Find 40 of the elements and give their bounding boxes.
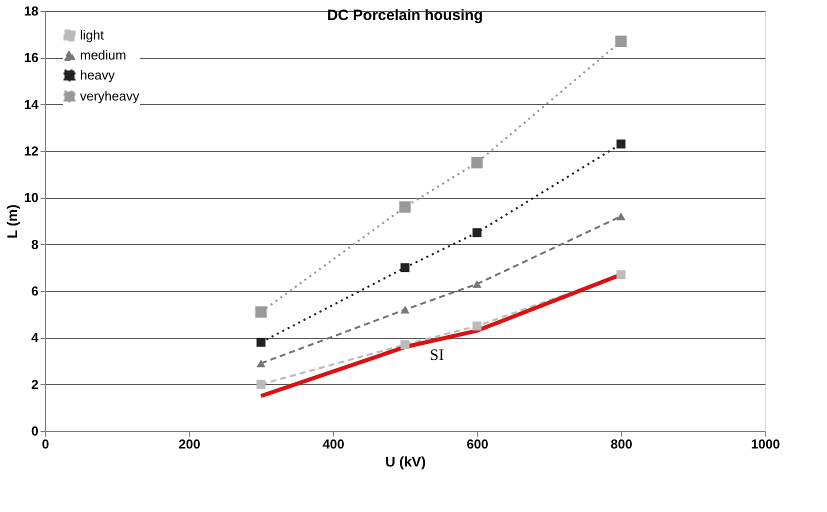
point (256, 380, 266, 389)
y-tick-label: 2 (31, 376, 38, 392)
legend-label: light (80, 28, 104, 42)
y-tick-label: 0 (31, 424, 38, 438)
x-tick-label: 600 (466, 436, 488, 452)
y-tick-label: 10 (24, 190, 38, 206)
point (255, 306, 267, 318)
point (472, 280, 482, 288)
point (256, 338, 266, 347)
point (615, 36, 627, 48)
point (400, 306, 410, 314)
x-tick-label: 0 (42, 436, 50, 452)
y-axis-title: L (m) (4, 204, 20, 238)
point (616, 140, 626, 148)
annotation: SI (430, 347, 444, 364)
point (471, 156, 483, 168)
y-tick-label: 6 (31, 284, 38, 298)
point (400, 340, 410, 350)
point (616, 212, 626, 220)
y-tick-label: 14 (24, 96, 40, 112)
point (400, 263, 410, 272)
y-tick-label: 18 (24, 4, 38, 18)
point (399, 201, 411, 213)
y-tick-label: 16 (24, 50, 38, 66)
legend-label: veryheavy (80, 88, 140, 104)
y-tick-label: 4 (31, 330, 40, 346)
point (256, 359, 266, 368)
chart-title: DC Porcelain housing (327, 7, 483, 24)
y-tick-label: 12 (24, 144, 38, 158)
legend-label: medium (80, 48, 126, 62)
x-axis-title: U (kV) (385, 454, 426, 470)
point (472, 228, 482, 238)
y-tick-label: 8 (31, 236, 38, 252)
point (616, 270, 626, 280)
point (472, 322, 482, 330)
legend-label: heavy (80, 68, 116, 82)
x-tick-label: 400 (322, 436, 344, 452)
x-tick-label: 1000 (751, 436, 780, 452)
x-tick-label: 200 (178, 436, 200, 452)
x-tick-label: 800 (610, 436, 632, 452)
